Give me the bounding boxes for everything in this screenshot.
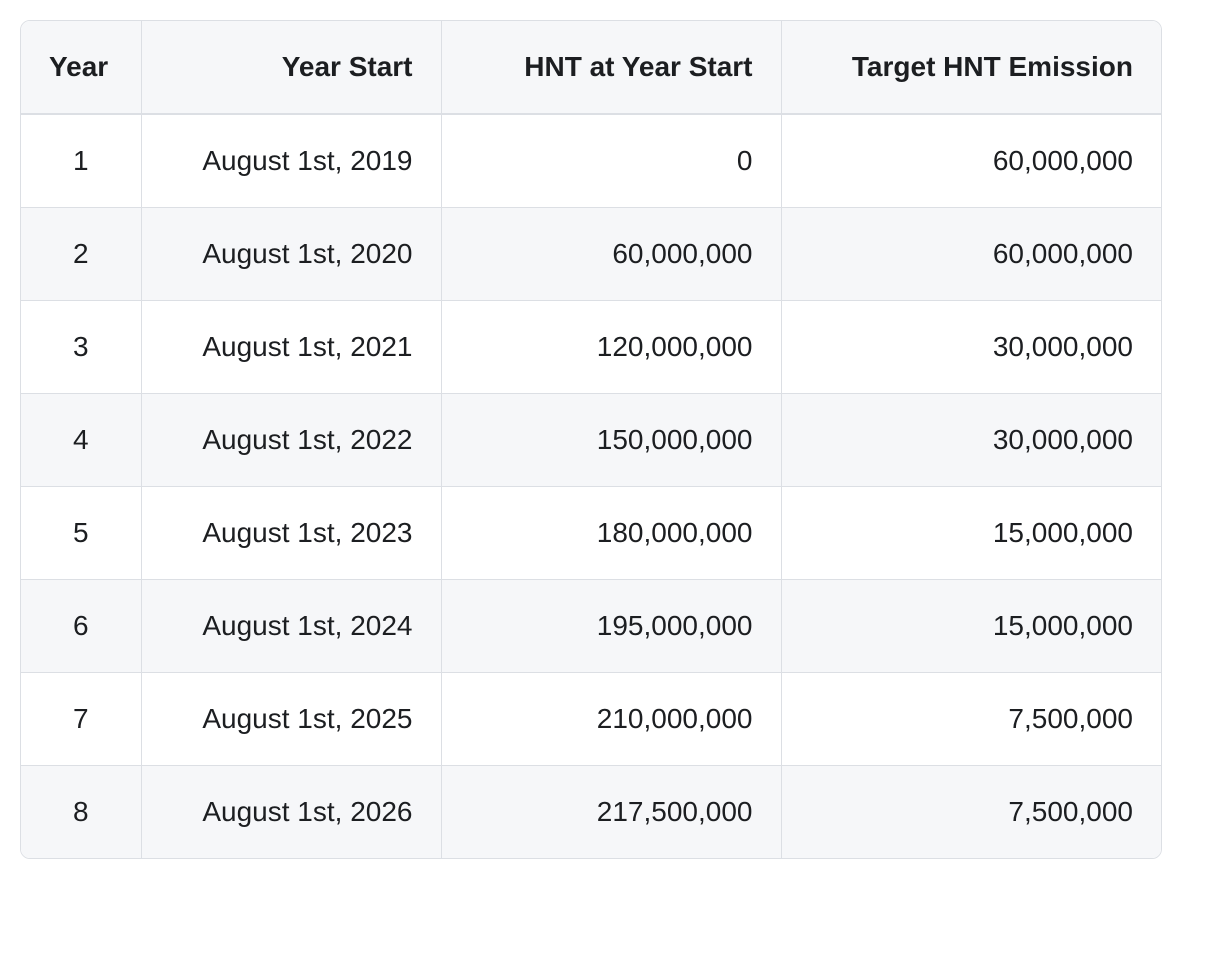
table-row: 3 August 1st, 2021 120,000,000 30,000,00…: [21, 301, 1161, 394]
table-body: 1 August 1st, 2019 0 60,000,000 2 August…: [21, 114, 1161, 858]
cell-target: 15,000,000: [781, 580, 1161, 673]
table-row: 8 August 1st, 2026 217,500,000 7,500,000: [21, 766, 1161, 859]
cell-year: 6: [21, 580, 141, 673]
cell-target: 15,000,000: [781, 487, 1161, 580]
table-row: 1 August 1st, 2019 0 60,000,000: [21, 114, 1161, 208]
cell-year-start: August 1st, 2019: [141, 114, 441, 208]
cell-year: 4: [21, 394, 141, 487]
header-target-hnt-emission: Target HNT Emission: [781, 21, 1161, 114]
cell-hnt: 217,500,000: [441, 766, 781, 859]
header-year-start: Year Start: [141, 21, 441, 114]
cell-year-start: August 1st, 2026: [141, 766, 441, 859]
cell-year: 3: [21, 301, 141, 394]
cell-hnt: 195,000,000: [441, 580, 781, 673]
cell-hnt: 150,000,000: [441, 394, 781, 487]
table-row: 6 August 1st, 2024 195,000,000 15,000,00…: [21, 580, 1161, 673]
table-header: Year Year Start HNT at Year Start Target…: [21, 21, 1161, 114]
cell-year: 5: [21, 487, 141, 580]
cell-year-start: August 1st, 2021: [141, 301, 441, 394]
cell-hnt: 180,000,000: [441, 487, 781, 580]
cell-target: 60,000,000: [781, 114, 1161, 208]
table-row: 5 August 1st, 2023 180,000,000 15,000,00…: [21, 487, 1161, 580]
header-hnt-at-year-start: HNT at Year Start: [441, 21, 781, 114]
cell-year: 1: [21, 114, 141, 208]
table: Year Year Start HNT at Year Start Target…: [21, 21, 1161, 858]
cell-target: 7,500,000: [781, 766, 1161, 859]
cell-target: 7,500,000: [781, 673, 1161, 766]
header-row: Year Year Start HNT at Year Start Target…: [21, 21, 1161, 114]
cell-year-start: August 1st, 2022: [141, 394, 441, 487]
cell-year-start: August 1st, 2025: [141, 673, 441, 766]
header-year: Year: [21, 21, 141, 114]
cell-year-start: August 1st, 2024: [141, 580, 441, 673]
table-row: 7 August 1st, 2025 210,000,000 7,500,000: [21, 673, 1161, 766]
cell-year-start: August 1st, 2023: [141, 487, 441, 580]
cell-target: 30,000,000: [781, 301, 1161, 394]
table-row: 4 August 1st, 2022 150,000,000 30,000,00…: [21, 394, 1161, 487]
cell-target: 30,000,000: [781, 394, 1161, 487]
cell-hnt: 210,000,000: [441, 673, 781, 766]
cell-hnt: 120,000,000: [441, 301, 781, 394]
emission-table: Year Year Start HNT at Year Start Target…: [20, 20, 1162, 859]
cell-target: 60,000,000: [781, 208, 1161, 301]
cell-hnt: 60,000,000: [441, 208, 781, 301]
cell-year-start: August 1st, 2020: [141, 208, 441, 301]
cell-year: 2: [21, 208, 141, 301]
table-row: 2 August 1st, 2020 60,000,000 60,000,000: [21, 208, 1161, 301]
cell-year: 8: [21, 766, 141, 859]
cell-hnt: 0: [441, 114, 781, 208]
cell-year: 7: [21, 673, 141, 766]
